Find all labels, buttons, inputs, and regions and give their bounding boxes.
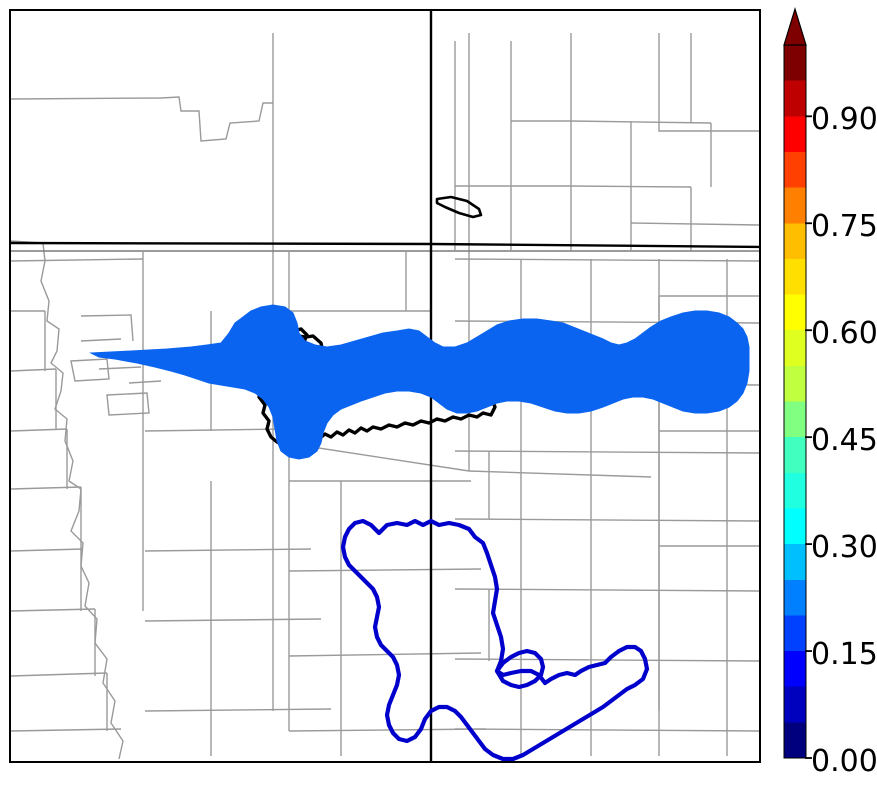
colorbar-band xyxy=(784,472,806,509)
colorbar-tick-label: 0.15 xyxy=(811,637,877,673)
colorbar-band xyxy=(784,330,806,366)
colorbar-tick-label: 0.60 xyxy=(811,316,877,352)
colorbar-band xyxy=(784,651,806,687)
colorbar-band xyxy=(784,80,806,117)
filled-probability-area xyxy=(89,304,750,460)
map-canvas xyxy=(11,11,759,761)
extend-max-arrow xyxy=(783,6,807,46)
colorbar-extend-arrow xyxy=(783,6,807,46)
county-boundaries xyxy=(11,33,759,760)
blue-contour-area xyxy=(340,518,650,761)
colorbar-band xyxy=(784,579,806,616)
colorbar-tick-label: 0.30 xyxy=(811,530,877,566)
colorbar-tick-label: 0.45 xyxy=(811,423,877,459)
colorbar-band xyxy=(784,437,806,473)
colorbar-band xyxy=(784,544,806,580)
colorbar-band xyxy=(784,615,806,652)
colorbar-band xyxy=(784,116,806,152)
colorbar-tick-label: 0.75 xyxy=(811,209,877,245)
colorbar-band xyxy=(784,45,806,81)
small-black-contour-sliver xyxy=(435,195,483,219)
colorbar-band xyxy=(784,223,806,259)
map-panel xyxy=(9,9,761,763)
colorbar-frame xyxy=(783,44,807,759)
colorbar-band xyxy=(784,686,806,723)
colorbar-band xyxy=(784,365,806,402)
colorbar-outline xyxy=(783,44,807,759)
colorbar-band xyxy=(784,187,806,224)
colorbar-band xyxy=(784,294,806,331)
colorbar-tick-label: 0.90 xyxy=(811,102,877,138)
colorbar-bands xyxy=(784,45,806,758)
colorbar: 0.00 0.15 0.30 0.45 0.60 0.75 0.90 xyxy=(780,4,877,780)
colorbar-band xyxy=(784,401,806,438)
colorbar-band xyxy=(784,151,806,188)
state-boundaries xyxy=(11,11,759,761)
colorbar-canvas xyxy=(783,6,812,759)
colorbar-tick-label: 0.00 xyxy=(811,744,877,779)
colorbar-band xyxy=(784,258,806,295)
colorbar-band xyxy=(784,722,806,758)
colorbar-band xyxy=(784,508,806,545)
